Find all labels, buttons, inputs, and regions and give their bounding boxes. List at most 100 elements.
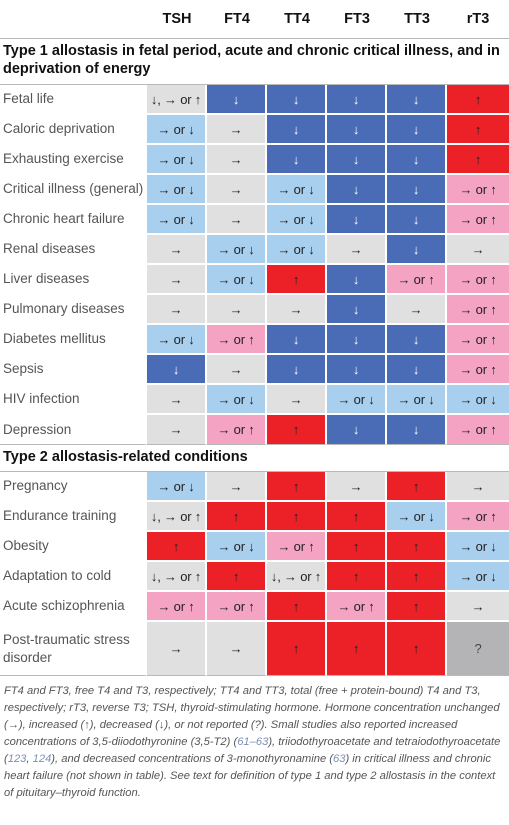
cell-tsh: →	[147, 415, 207, 445]
row-label-line: disorder	[3, 649, 52, 665]
cell-tt4: ↓	[267, 85, 327, 115]
cell-tsh: → or ↓	[147, 472, 207, 502]
cell-ft4: → or ↓	[207, 235, 267, 265]
cell-tt4: →	[267, 385, 327, 415]
table-row: Caloric deprivation → or ↓ → ↓ ↓ ↓ ↑	[0, 115, 509, 145]
cell-tsh: ↓, → or ↑	[147, 85, 207, 115]
reference-link[interactable]: 123	[7, 753, 27, 765]
cell-rt3: ↑	[447, 85, 509, 115]
cell-tsh: ↑	[147, 532, 207, 562]
column-header-ft4: FT4	[207, 0, 267, 39]
cell-tt4: ↑	[267, 472, 327, 502]
cell-tt4: → or ↑	[267, 532, 327, 562]
cell-ft4: ↓	[207, 85, 267, 115]
table-row: Exhausting exercise → or ↓ → ↓ ↓ ↓ ↑	[0, 145, 509, 175]
cell-ft4: → or ↑	[207, 592, 267, 622]
cell-ft3: ↓	[327, 115, 387, 145]
table-row: Acute schizophrenia → or ↑ → or ↑ ↑ → or ↑ ↑ →	[0, 592, 509, 622]
cell-ft4: → or ↑	[207, 415, 267, 445]
cell-tt4: ↑	[267, 415, 327, 445]
reference-link[interactable]: 61–63	[237, 736, 269, 748]
table-row: Diabetes mellitus → or ↓ → or ↑ ↓ ↓ ↓ → or ↑	[0, 325, 509, 355]
cell-rt3: → or ↑	[447, 265, 509, 295]
header-row: TSH FT4 TT4 FT3 TT3 rT3	[0, 0, 509, 39]
table-row: Critical illness (general) → or ↓ → → or ↓ ↓…	[0, 175, 509, 205]
cell-ft4: →	[207, 175, 267, 205]
cell-rt3: → or ↑	[447, 175, 509, 205]
cell-rt3: → or ↑	[447, 295, 509, 325]
column-header-ft3: FT3	[327, 0, 387, 39]
cell-ft3: →	[327, 472, 387, 502]
table-row: Endurance training ↓, → or ↑ ↑ ↑ ↑ → or ↓ → or…	[0, 502, 509, 532]
cell-tt3: ↑	[387, 622, 447, 676]
cell-tt3: ↓	[387, 355, 447, 385]
cell-rt3: → or ↓	[447, 532, 509, 562]
cell-rt3: → or ↑	[447, 325, 509, 355]
reference-link[interactable]: 124	[32, 753, 52, 765]
cell-tt3: ↑	[387, 532, 447, 562]
cell-tt3: ↑	[387, 592, 447, 622]
cell-ft4: → or ↓	[207, 385, 267, 415]
row-label: Fetal life	[0, 85, 147, 115]
cell-ft4: → or ↑	[207, 325, 267, 355]
cell-ft4: →	[207, 472, 267, 502]
header-empty-cell	[0, 0, 147, 39]
cell-ft4: ↑	[207, 562, 267, 592]
cell-tt3: ↓	[387, 145, 447, 175]
row-label: Liver diseases	[0, 265, 147, 295]
cell-ft3: ↑	[327, 562, 387, 592]
row-label: Exhausting exercise	[0, 145, 147, 175]
row-label: Critical illness (general)	[0, 175, 147, 205]
cell-ft4: → or ↓	[207, 265, 267, 295]
cell-tt4: ↓	[267, 145, 327, 175]
cell-rt3: → or ↑	[447, 502, 509, 532]
row-label: Sepsis	[0, 355, 147, 385]
cell-rt3: → or ↑	[447, 355, 509, 385]
cell-ft3: ↑	[327, 502, 387, 532]
cell-ft3: → or ↑	[327, 592, 387, 622]
row-label: Obesity	[0, 532, 147, 562]
cell-tsh: → or ↓	[147, 145, 207, 175]
row-label: Caloric deprivation	[0, 115, 147, 145]
cell-rt3: →	[447, 472, 509, 502]
cell-ft3: ↓	[327, 355, 387, 385]
column-header-tsh: TSH	[147, 0, 207, 39]
cell-ft3: ↓	[327, 175, 387, 205]
cell-rt3: → or ↑	[447, 415, 509, 445]
cell-tt3: ↓	[387, 175, 447, 205]
cell-tt3: → or ↑	[387, 265, 447, 295]
cell-tsh: →	[147, 235, 207, 265]
cell-tt3: ↓	[387, 205, 447, 235]
cell-ft4: →	[207, 205, 267, 235]
cell-rt3: ↑	[447, 145, 509, 175]
footnote-text: ), and decreased concentrations of 3-mon…	[51, 753, 334, 765]
cell-tsh: →	[147, 295, 207, 325]
cell-tt3: ↓	[387, 325, 447, 355]
cell-tt4: →	[267, 295, 327, 325]
cell-tt3: ↓	[387, 85, 447, 115]
cell-rt3: → or ↓	[447, 385, 509, 415]
cell-tsh: → or ↓	[147, 325, 207, 355]
footnote-text: ,	[26, 753, 33, 765]
cell-ft4: ↑	[207, 502, 267, 532]
cell-tt4: ↓, → or ↑	[267, 562, 327, 592]
cell-ft3: ↑	[327, 622, 387, 676]
section-header-row: Type 1 allostasis in fetal period, acute…	[0, 39, 509, 85]
cell-ft4: →	[207, 622, 267, 676]
section1-title: Type 1 allostasis in fetal period, acute…	[0, 39, 509, 85]
reference-link[interactable]: 63	[333, 753, 346, 765]
cell-ft4: →	[207, 115, 267, 145]
cell-ft4: →	[207, 355, 267, 385]
table-row: Renal diseases → → or ↓ → or ↓ → ↓ →	[0, 235, 509, 265]
cell-tt4: ↑	[267, 622, 327, 676]
cell-rt3: →	[447, 592, 509, 622]
row-label: Depression	[0, 415, 147, 445]
cell-tsh: →	[147, 385, 207, 415]
cell-rt3: ↑	[447, 115, 509, 145]
cell-tt3: ↓	[387, 415, 447, 445]
allostasis-table-figure: TSH FT4 TT4 FT3 TT3 rT3 Type 1 allostasi…	[0, 0, 509, 799]
cell-ft3: ↓	[327, 265, 387, 295]
row-label: Pulmonary diseases	[0, 295, 147, 325]
cell-ft3: ↓	[327, 205, 387, 235]
row-label: Acute schizophrenia	[0, 592, 147, 622]
